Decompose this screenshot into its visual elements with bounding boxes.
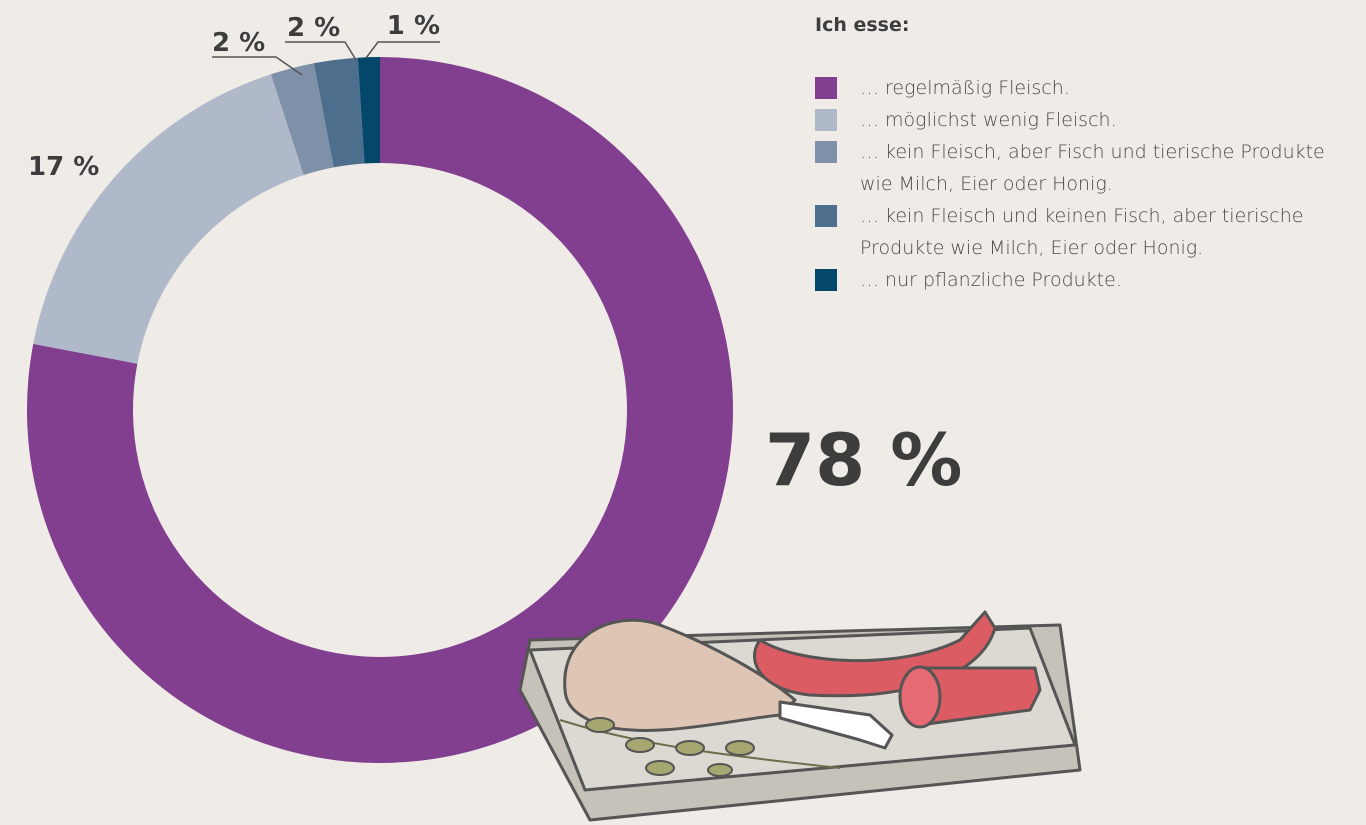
legend-swatch [815, 205, 837, 227]
legend-swatch [815, 77, 837, 99]
illustration [518, 610, 1082, 822]
value-label: 2 % [212, 28, 265, 58]
legend-item: … kein Fleisch und keinen Fisch, aber ti… [815, 200, 1355, 264]
leader-line [285, 41, 357, 61]
legend-item: … möglichst wenig Fleisch. [815, 104, 1355, 136]
legend-label: … regelmäßig Fleisch. [860, 77, 1070, 99]
donut-slice [27, 57, 734, 763]
legend-swatch [815, 141, 837, 163]
leader-line [212, 56, 303, 76]
value-labels: 78 % 17 % 2 % 2 % 1 % [28, 11, 962, 502]
value-label: 1 % [387, 11, 440, 41]
value-label: 17 % [28, 152, 99, 182]
legend-item: … nur pflanzliche Produkte. [815, 264, 1355, 296]
donut-slice [33, 74, 304, 364]
legend-swatch [815, 269, 837, 291]
donut-slice [270, 63, 334, 176]
value-label: 2 % [287, 13, 340, 43]
legend-label: … möglichst wenig Fleisch. [860, 109, 1117, 131]
leader-line [365, 41, 440, 59]
legend: Ich esse: … regelmäßig Fleisch. … möglich… [815, 14, 1355, 296]
legend-item: … regelmäßig Fleisch. [815, 72, 1355, 104]
legend-item: … kein Fleisch, aber Fisch und tierische… [815, 136, 1355, 200]
donut [27, 57, 734, 763]
legend-items: … regelmäßig Fleisch. … möglichst wenig F… [815, 72, 1355, 296]
legend-title: Ich esse: [815, 14, 910, 36]
donut-slice [313, 57, 365, 168]
legend-label: … kein Fleisch, aber Fisch und tierische… [860, 141, 1325, 195]
donut-slice [357, 57, 380, 164]
leader-lines [212, 41, 440, 76]
legend-label: … nur pflanzliche Produkte. [860, 269, 1122, 291]
value-label: 78 % [765, 418, 962, 502]
legend-label: … kein Fleisch und keinen Fisch, aber ti… [860, 205, 1304, 259]
legend-swatch [815, 109, 837, 131]
